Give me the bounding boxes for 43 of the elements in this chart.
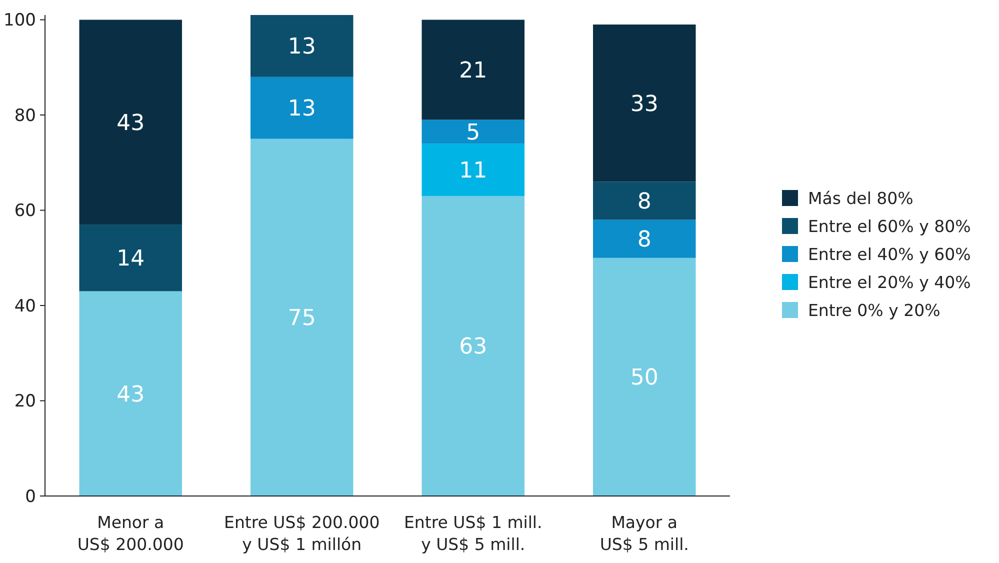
data-label: 13 xyxy=(288,34,316,60)
bar xyxy=(593,182,696,220)
data-label: 11 xyxy=(459,158,488,184)
data-label: 8 xyxy=(637,189,652,214)
y-tick-label: 0 xyxy=(25,486,36,507)
bar xyxy=(250,76,354,139)
data-label: 43 xyxy=(116,382,145,408)
bar xyxy=(593,258,696,496)
y-tick-label: 40 xyxy=(14,296,36,316)
y-tick-label: 20 xyxy=(14,392,36,412)
data-label: 21 xyxy=(459,58,488,84)
bar xyxy=(79,224,182,292)
data-label: 13 xyxy=(288,96,316,122)
bar xyxy=(422,144,524,196)
bar xyxy=(422,196,524,496)
data-label: 8 xyxy=(637,228,652,253)
bar xyxy=(79,291,182,496)
data-label: 5 xyxy=(466,120,480,146)
data-label: 50 xyxy=(630,366,658,391)
legend-label: Más del 80% xyxy=(808,188,914,208)
data-label: 43 xyxy=(116,110,145,136)
data-label: 75 xyxy=(288,306,316,332)
bar xyxy=(250,138,354,496)
legend-label: Entre el 40% y 60% xyxy=(808,244,971,264)
x-tick-label: Entre US$ 200.000 y US$ 1 millón xyxy=(224,513,380,554)
data-label: 14 xyxy=(116,246,145,272)
y-tick-label: 100 xyxy=(4,10,36,31)
bar xyxy=(422,120,524,144)
legend-label: Entre 0% y 20% xyxy=(808,300,940,320)
bar xyxy=(593,24,696,182)
bar xyxy=(422,20,524,120)
data-label: 33 xyxy=(630,92,658,117)
legend-label: Entre el 20% y 40% xyxy=(808,272,971,292)
x-tick-label: Entre US$ 1 mill. y US$ 5 mill. xyxy=(404,513,542,554)
data-label: 63 xyxy=(459,334,488,360)
bar xyxy=(593,220,696,258)
bar xyxy=(79,20,182,225)
legend-label: Entre el 60% y 80% xyxy=(808,216,971,236)
y-tick-label: 80 xyxy=(14,106,36,126)
x-tick-label: Menor a US$ 200.000 xyxy=(77,513,184,554)
bar xyxy=(250,15,354,77)
x-tick-label: Mayor a US$ 5 mill. xyxy=(600,513,689,554)
y-tick-label: 60 xyxy=(14,201,36,222)
